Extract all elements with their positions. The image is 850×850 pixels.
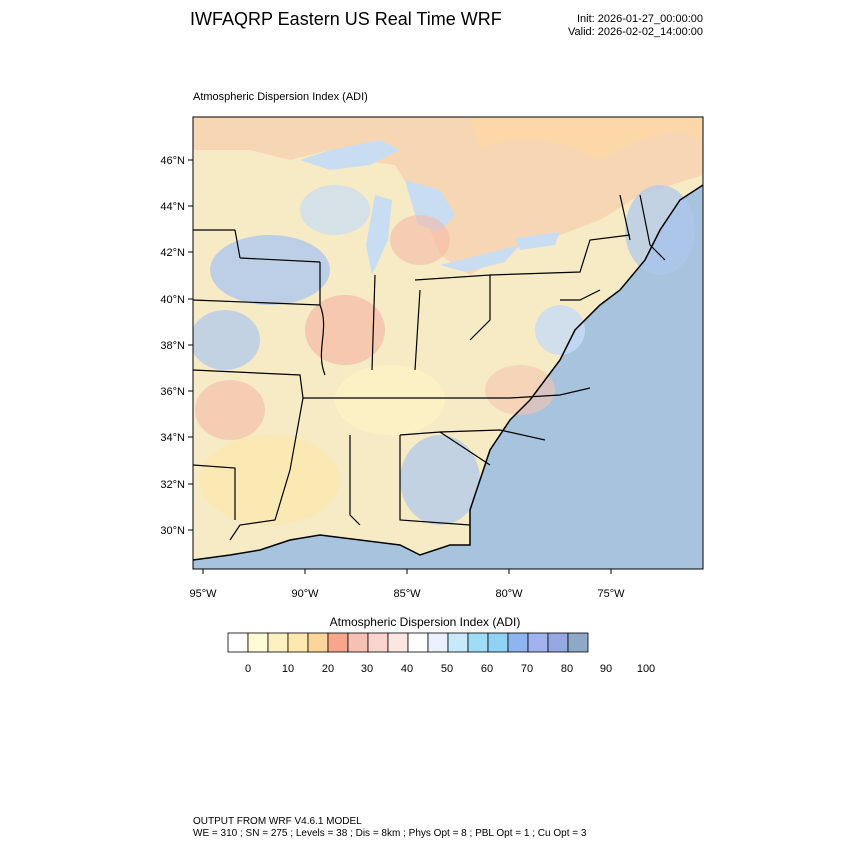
lake-ontario (515, 232, 560, 250)
footer-line-2: WE = 310 ; SN = 275 ; Levels = 38 ; Dis … (193, 828, 587, 839)
canada-region (193, 117, 703, 275)
adi-mid-carolina (485, 365, 555, 415)
colorbar-cell (327, 632, 349, 653)
colorbar-cell (447, 632, 469, 653)
lake-superior (300, 140, 400, 170)
adi-high-georgia (400, 435, 480, 525)
panel-title: Atmospheric Dispersion Index (ADI) (193, 91, 368, 103)
lon-label-95: 95°W (189, 588, 217, 600)
valid-time: Valid: 2026-02-02_14:00:00 (568, 26, 703, 38)
lon-label-90: 90°W (291, 588, 319, 600)
lat-label-36: 36°N (160, 386, 185, 398)
lake-michigan (366, 195, 392, 275)
lat-label-40: 40°N (160, 294, 185, 306)
lat-label-44: 44°N (160, 201, 185, 213)
canada-highlands (470, 117, 700, 160)
lon-ticks (202, 569, 612, 574)
colorbar-cell (287, 632, 309, 653)
colorbar-cell (307, 632, 329, 653)
map-frame (192, 116, 704, 570)
colorbar-cell (527, 632, 549, 653)
colorbar (227, 632, 589, 653)
ocean (193, 185, 703, 569)
colorbar-tick: 0 (244, 663, 252, 675)
lon-label-80: 80°W (495, 588, 523, 600)
colorbar-cell (267, 632, 289, 653)
adi-high-missouri (193, 310, 260, 370)
lat-label-30: 30°N (160, 525, 185, 537)
colorbar-cell (227, 632, 249, 653)
colorbar-title: Atmospheric Dispersion Index (ADI) (329, 615, 521, 629)
init-time: Init: 2026-01-27_00:00:00 (577, 13, 703, 25)
colorbar-tick: 50 (440, 663, 454, 675)
lon-label-75: 75°W (597, 588, 625, 600)
run-times: Init: 2026-01-27_00:00:00 Valid: 2026-02… (568, 13, 703, 39)
footer-line-1: OUTPUT FROM WRF V4.6.1 MODEL (193, 816, 362, 827)
adi-low-south (200, 435, 340, 525)
adi-low-kentucky (335, 365, 445, 435)
colorbar-tick: 30 (360, 663, 374, 675)
lat-labels: 46°N 44°N 42°N 40°N 38°N 36°N 34°N 32°N … (160, 155, 185, 537)
colorbar-cell (487, 632, 509, 653)
colorbar-cell (387, 632, 409, 653)
adi-mid-illinois (305, 295, 385, 365)
lon-label-85: 85°W (393, 588, 421, 600)
colorbar-cell (407, 632, 429, 653)
colorbar-tick: 40 (400, 663, 414, 675)
colorbar-cell (547, 632, 569, 653)
colorbar-cell (427, 632, 449, 653)
adi-mid-michigan (390, 215, 450, 265)
colorbar-cell (567, 632, 589, 653)
colorbar-cell (367, 632, 389, 653)
lat-label-42: 42°N (160, 247, 185, 259)
state-boundaries (193, 194, 666, 541)
colorbar-tick: 60 (480, 663, 494, 675)
colorbar-cell (507, 632, 529, 653)
lake-erie (440, 245, 520, 272)
lat-ticks (188, 159, 193, 531)
colorbar-tick: 70 (520, 663, 534, 675)
colorbar-tick: 20 (321, 663, 335, 675)
adi-high-wisconsin (300, 185, 370, 235)
coastline (193, 184, 703, 561)
colorbar-cell (247, 632, 269, 653)
lon-labels: 95°W 90°W 85°W 80°W 75°W (189, 588, 625, 600)
adi-high-midatlantic (535, 305, 585, 355)
lat-label-34: 34°N (160, 432, 185, 444)
colorbar-tick: 90 (599, 663, 613, 675)
lat-label-32: 32°N (160, 479, 185, 491)
colorbar-cell (347, 632, 369, 653)
adi-high-iowa (210, 235, 330, 305)
adi-mid-arkansas (195, 380, 265, 440)
colorbar-tick: 100 (636, 663, 656, 675)
colorbar-cell (467, 632, 489, 653)
colorbar-tick: 80 (560, 663, 574, 675)
map-area (193, 117, 703, 569)
lat-label-38: 38°N (160, 340, 185, 352)
colorbar-tick: 10 (281, 663, 295, 675)
lat-label-46: 46°N (160, 155, 185, 167)
model-footer: OUTPUT FROM WRF V4.6.1 MODEL WE = 310 ; … (193, 816, 586, 840)
page-title: IWFAQRP Eastern US Real Time WRF (190, 9, 502, 29)
